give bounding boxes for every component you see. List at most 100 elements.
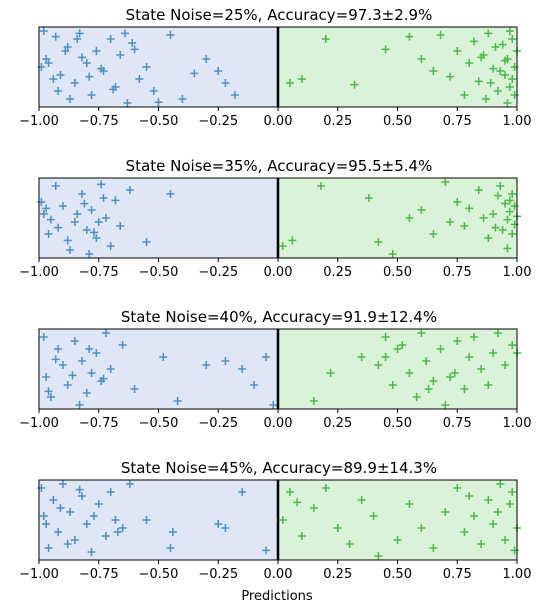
positive-marker bbox=[484, 381, 493, 389]
negative-marker bbox=[70, 79, 79, 87]
positive-marker bbox=[493, 87, 502, 95]
negative-marker bbox=[46, 215, 55, 224]
x-tick-label: 0.50 bbox=[383, 114, 412, 129]
positive-marker bbox=[501, 56, 510, 65]
positive-marker bbox=[505, 500, 514, 508]
negative-marker bbox=[49, 75, 58, 83]
series-negative bbox=[37, 480, 271, 556]
negative-marker bbox=[269, 401, 278, 409]
negative-marker bbox=[142, 238, 151, 246]
negative-marker bbox=[58, 361, 67, 369]
positive-marker bbox=[429, 377, 438, 385]
x-tick-label: 0.75 bbox=[443, 567, 472, 582]
negative-marker bbox=[113, 528, 122, 536]
positive-marker bbox=[489, 210, 498, 218]
negative-marker bbox=[63, 236, 72, 245]
negative-marker bbox=[85, 72, 94, 81]
negative-marker bbox=[262, 353, 271, 361]
positive-marker bbox=[489, 520, 498, 528]
negative-marker bbox=[82, 520, 91, 528]
negative-marker bbox=[130, 385, 139, 393]
x-tick-label: −0.25 bbox=[198, 416, 238, 431]
negative-marker bbox=[44, 59, 53, 67]
x-tick-label: 0.50 bbox=[383, 416, 412, 431]
positive-marker bbox=[477, 53, 486, 62]
positive-marker bbox=[508, 75, 517, 83]
negative-marker bbox=[166, 544, 175, 552]
negative-marker bbox=[82, 389, 91, 397]
x-tick-label: −0.75 bbox=[79, 114, 119, 129]
negative-marker bbox=[142, 516, 151, 524]
chart-panel-2: State Noise=35%, Accuracy=95.5±5.4% −1.00… bbox=[19, 157, 531, 280]
x-tick-label: −0.50 bbox=[139, 265, 179, 280]
positive-marker bbox=[496, 182, 505, 190]
series-negative bbox=[37, 180, 175, 258]
x-tick-label: −1.00 bbox=[19, 114, 59, 129]
negative-marker bbox=[142, 63, 151, 71]
positive-marker bbox=[465, 492, 474, 500]
negative-marker bbox=[99, 194, 108, 202]
negative-marker bbox=[230, 91, 239, 99]
positive-marker bbox=[465, 204, 474, 213]
positive-marker bbox=[417, 329, 426, 337]
positive-marker bbox=[460, 385, 469, 393]
series-negative bbox=[37, 27, 239, 107]
negative-marker bbox=[101, 532, 110, 540]
x-tick-label: 1.00 bbox=[503, 416, 532, 431]
negative-marker bbox=[70, 218, 79, 226]
positive-marker bbox=[441, 178, 450, 186]
positive-marker bbox=[508, 230, 517, 238]
positive-marker bbox=[503, 244, 512, 253]
negative-marker bbox=[97, 64, 106, 73]
positive-marker bbox=[405, 32, 414, 41]
positive-marker bbox=[441, 401, 450, 409]
positive-marker bbox=[417, 55, 426, 63]
positive-marker bbox=[465, 353, 474, 361]
negative-marker bbox=[111, 516, 120, 524]
positive-marker bbox=[424, 385, 433, 393]
negative-marker bbox=[99, 374, 108, 383]
x-tick-label: −0.50 bbox=[139, 416, 179, 431]
positive-marker bbox=[417, 524, 426, 532]
positive-marker bbox=[498, 226, 507, 234]
negative-marker bbox=[58, 480, 67, 488]
positive-marker bbox=[508, 190, 517, 198]
negative-marker bbox=[73, 210, 82, 218]
negative-marker bbox=[123, 99, 132, 107]
x-tick-label: 0.75 bbox=[443, 416, 472, 431]
positive-marker bbox=[374, 361, 383, 369]
negative-marker bbox=[111, 196, 120, 205]
positive-marker bbox=[501, 361, 510, 369]
x-tick-label: 0.25 bbox=[323, 567, 352, 582]
negative-marker bbox=[58, 202, 67, 210]
positive-marker bbox=[489, 64, 498, 73]
negative-marker bbox=[68, 371, 77, 380]
negative-marker bbox=[92, 234, 101, 242]
positive-marker bbox=[477, 365, 486, 373]
positive-marker bbox=[412, 393, 421, 401]
negative-marker bbox=[56, 504, 65, 512]
positive-marker bbox=[501, 71, 510, 79]
negative-region bbox=[39, 27, 278, 107]
positive-marker bbox=[484, 496, 493, 504]
negative-marker bbox=[39, 333, 48, 341]
panels: State Noise=25%, Accuracy=97.3±2.9% −1.00… bbox=[19, 6, 531, 582]
positive-marker bbox=[364, 194, 373, 202]
negative-marker bbox=[116, 51, 125, 59]
negative-marker bbox=[78, 53, 87, 62]
negative-marker bbox=[39, 512, 48, 520]
positive-marker bbox=[479, 214, 488, 222]
positive-marker bbox=[493, 508, 502, 516]
negative-marker bbox=[56, 71, 65, 79]
negative-marker bbox=[42, 520, 51, 528]
series-negative bbox=[39, 329, 278, 409]
positive-marker bbox=[345, 540, 354, 548]
positive-marker bbox=[501, 536, 510, 544]
negative-marker bbox=[166, 31, 175, 39]
negative-marker bbox=[82, 59, 91, 67]
series-positive bbox=[309, 329, 521, 409]
negative-marker bbox=[221, 357, 230, 365]
positive-marker bbox=[474, 77, 483, 86]
positive-marker bbox=[293, 498, 302, 507]
negative-marker bbox=[106, 488, 115, 496]
